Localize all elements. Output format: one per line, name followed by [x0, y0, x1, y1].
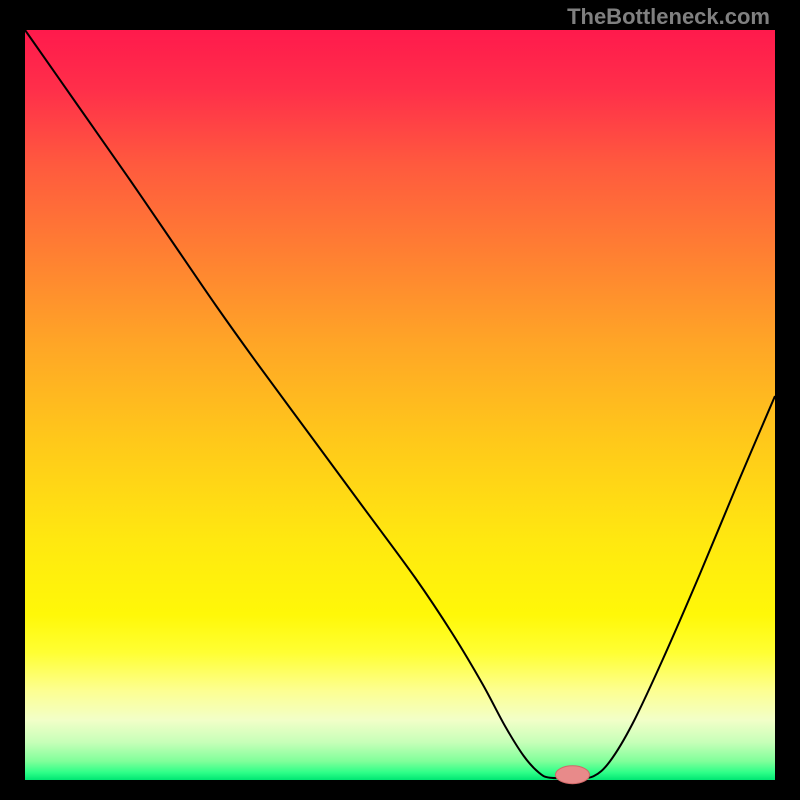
- optimal-marker: [556, 766, 590, 784]
- plot-background: [25, 30, 775, 780]
- chart-container: TheBottleneck.com: [0, 0, 800, 800]
- bottleneck-chart: [0, 0, 800, 800]
- watermark-text: TheBottleneck.com: [567, 4, 770, 30]
